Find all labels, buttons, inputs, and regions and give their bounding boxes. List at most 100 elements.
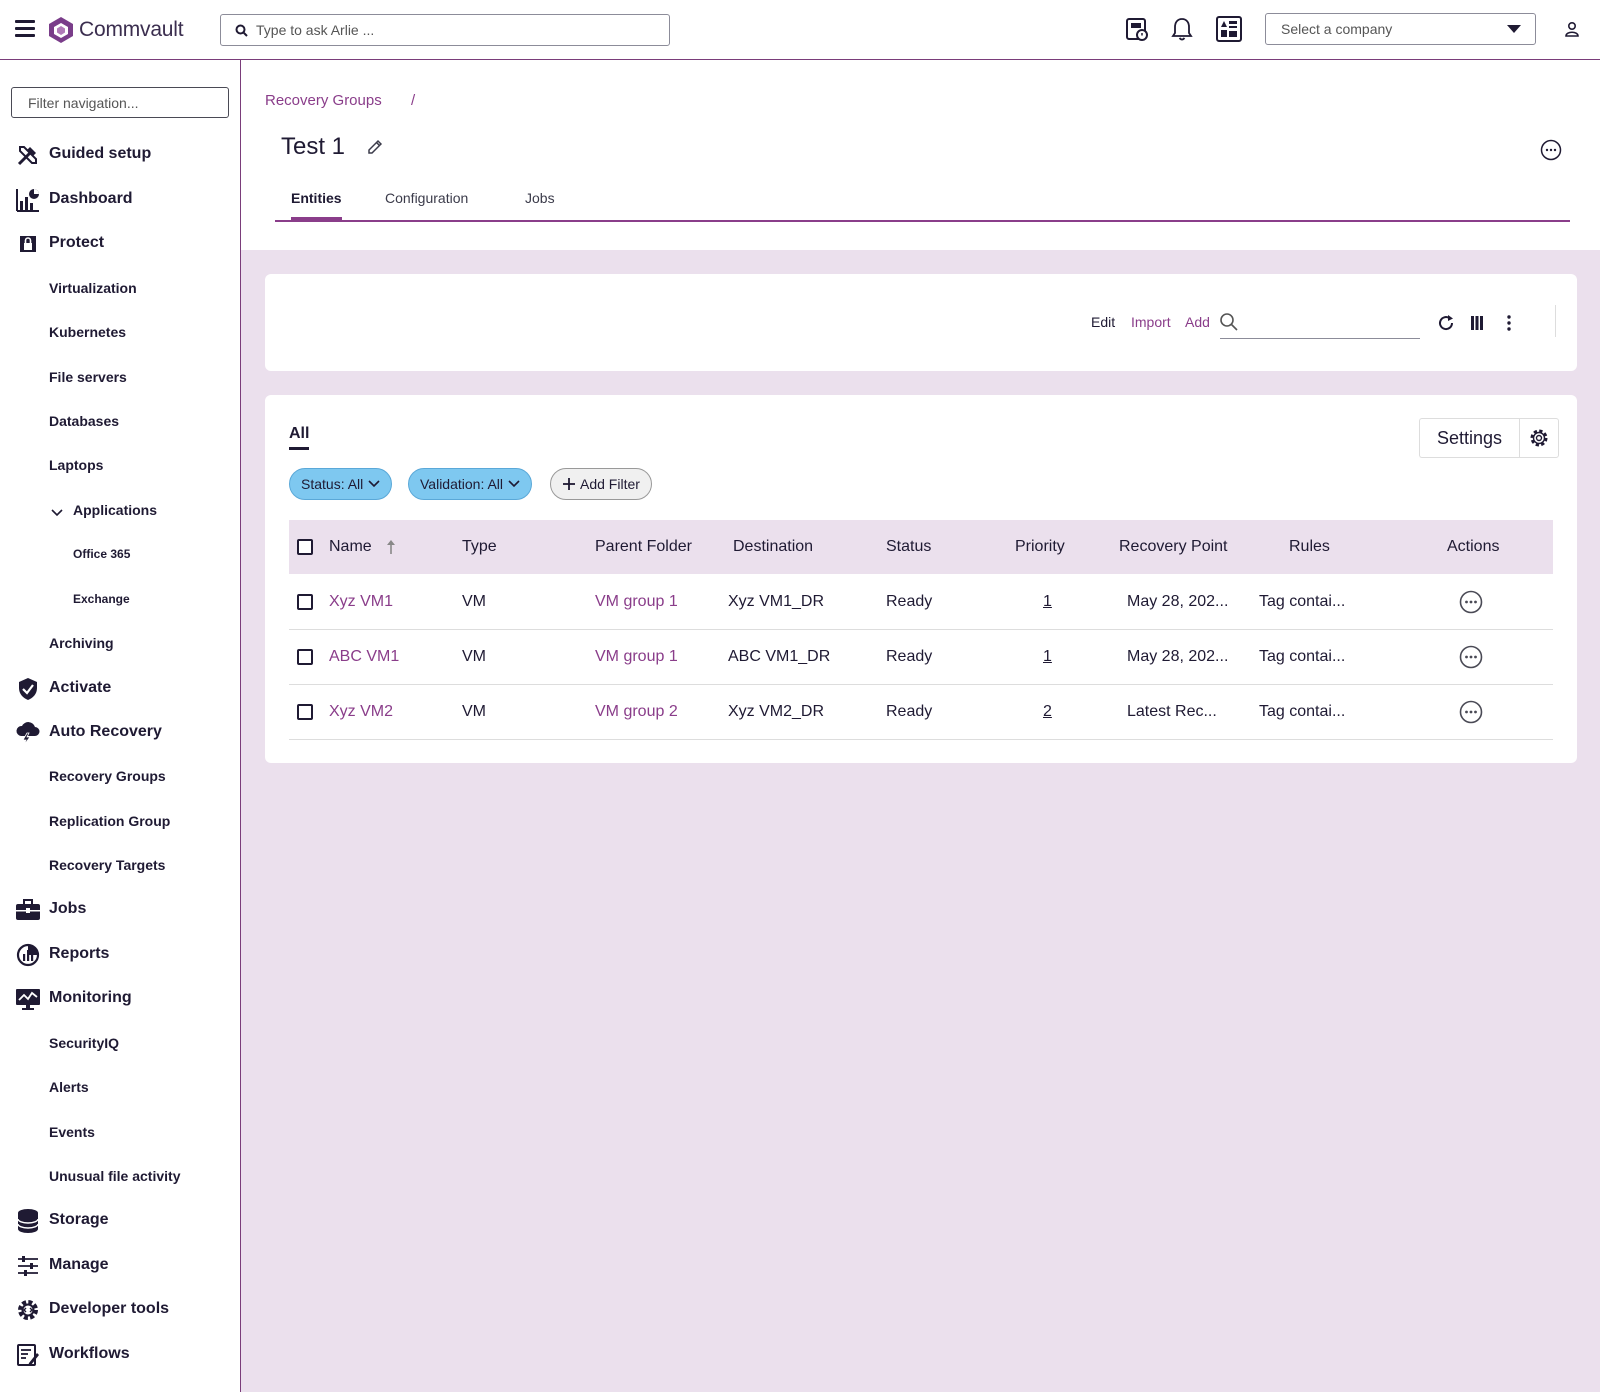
top-bar: Commvault Select a company: [0, 0, 1600, 60]
company-select[interactable]: Select a company: [1265, 13, 1536, 45]
cell-priority[interactable]: 1: [1043, 593, 1052, 610]
more-options-icon[interactable]: [1540, 139, 1562, 166]
view-tab-all[interactable]: All: [289, 425, 310, 450]
filter-navigation-input[interactable]: [11, 87, 229, 118]
add-button[interactable]: Add: [1185, 314, 1210, 330]
add-filter-button[interactable]: Add Filter: [550, 468, 652, 500]
cell-priority[interactable]: 2: [1043, 703, 1052, 720]
nav-file-servers[interactable]: File servers: [0, 362, 240, 392]
column-header-type[interactable]: Type: [462, 538, 497, 555]
nav-jobs[interactable]: Jobs: [0, 894, 240, 924]
edit-button[interactable]: Edit: [1091, 314, 1116, 330]
row-actions-icon[interactable]: [1459, 645, 1483, 674]
tab-entities[interactable]: Entities: [291, 190, 342, 220]
column-header-recovery-point[interactable]: Recovery Point: [1119, 538, 1228, 555]
brand-logo[interactable]: Commvault: [48, 15, 184, 45]
nav-manage[interactable]: Manage: [0, 1250, 240, 1280]
nav-alerts[interactable]: Alerts: [0, 1072, 240, 1102]
nav-protect[interactable]: Protect: [0, 228, 240, 258]
select-all-checkbox[interactable]: [297, 539, 313, 555]
nav-label: Jobs: [49, 900, 87, 917]
nav-workflows[interactable]: Workflows: [0, 1339, 240, 1369]
nav-storage[interactable]: Storage: [0, 1205, 240, 1235]
table-row[interactable]: ABC VM1 VM VM group 1 ABC VM1_DR Ready 1…: [289, 630, 1553, 685]
nav-databases[interactable]: Databases: [0, 406, 240, 436]
column-header-parent-folder[interactable]: Parent Folder: [595, 538, 692, 555]
nav-reports[interactable]: Reports: [0, 939, 240, 969]
cell-parent-folder[interactable]: VM group 1: [595, 648, 678, 665]
nav-laptops[interactable]: Laptops: [0, 450, 240, 480]
cell-name[interactable]: ABC VM1: [329, 648, 400, 665]
import-button[interactable]: Import: [1131, 314, 1171, 330]
nav-guided-setup[interactable]: Guided setup: [0, 139, 240, 169]
table-search-field[interactable]: [1220, 309, 1420, 339]
row-actions-icon[interactable]: [1459, 590, 1483, 619]
nav-recovery-targets[interactable]: Recovery Targets: [0, 850, 240, 880]
column-header-rules[interactable]: Rules: [1289, 538, 1330, 555]
edit-pencil-icon[interactable]: [366, 138, 384, 161]
page-title: Test 1: [281, 133, 346, 160]
cell-recovery-point: May 28, 202...: [1127, 593, 1229, 610]
cell-status: Ready: [886, 648, 933, 665]
ask-arlie-input[interactable]: [256, 22, 656, 38]
nav-events[interactable]: Events: [0, 1117, 240, 1147]
cell-parent-folder[interactable]: VM group 1: [595, 593, 678, 610]
gear-icon[interactable]: [1519, 418, 1559, 458]
status-filter-chip[interactable]: Status: All: [289, 468, 393, 500]
search-icon: [235, 24, 248, 37]
tab-jobs[interactable]: Jobs: [525, 190, 555, 206]
row-actions-icon[interactable]: [1459, 700, 1483, 729]
nav-monitoring[interactable]: Monitoring: [0, 983, 240, 1013]
bell-icon[interactable]: [1168, 14, 1196, 44]
cell-name[interactable]: Xyz VM2: [329, 703, 394, 720]
nav-dashboard[interactable]: Dashboard: [0, 184, 240, 214]
validation-filter-chip[interactable]: Validation: All: [408, 468, 533, 500]
columns-icon[interactable]: [1466, 312, 1488, 334]
nav-applications[interactable]: Applications: [0, 495, 240, 525]
cell-name[interactable]: Xyz VM1: [329, 593, 394, 610]
tab-configuration[interactable]: Configuration: [385, 190, 469, 206]
nav-unusual-file-activity[interactable]: Unusual file activity: [0, 1161, 240, 1191]
dashboard-grid-icon[interactable]: [1215, 14, 1243, 44]
column-header-status[interactable]: Status: [886, 538, 932, 555]
breadcrumb-recovery-groups[interactable]: Recovery Groups: [265, 92, 382, 109]
company-select-value: Select a company: [1281, 21, 1393, 37]
nav-label: Applications: [73, 502, 158, 518]
nav-kubernetes[interactable]: Kubernetes: [0, 317, 240, 347]
monitor-icon: [15, 986, 41, 1012]
column-header-priority[interactable]: Priority: [1015, 538, 1065, 555]
nav-activate[interactable]: Activate: [0, 673, 240, 703]
column-header-name[interactable]: Name: [329, 538, 372, 555]
nav-office-365[interactable]: Office 365: [0, 539, 240, 569]
nav-replication-group[interactable]: Replication Group: [0, 806, 240, 836]
nav-exchange[interactable]: Exchange: [0, 584, 240, 614]
user-icon[interactable]: [1558, 14, 1586, 44]
row-checkbox[interactable]: [297, 649, 313, 665]
sort-ascending-icon[interactable]: [386, 539, 396, 555]
search-icon: [1220, 313, 1238, 331]
workflow-icon: [15, 1342, 41, 1368]
kebab-menu-icon[interactable]: [1498, 312, 1520, 334]
calendar-clock-icon[interactable]: [1123, 14, 1151, 44]
ask-arlie-box[interactable]: [220, 14, 670, 46]
nav-developer-tools[interactable]: Developer tools: [0, 1294, 240, 1324]
row-checkbox[interactable]: [297, 594, 313, 610]
settings-button[interactable]: Settings: [1419, 418, 1519, 458]
cell-type: VM: [462, 593, 486, 610]
column-header-destination[interactable]: Destination: [733, 538, 814, 555]
row-checkbox[interactable]: [297, 704, 313, 720]
nav-archiving[interactable]: Archiving: [0, 628, 240, 658]
table-row[interactable]: Xyz VM2 VM VM group 2 Xyz VM2_DR Ready 2…: [289, 685, 1553, 740]
hamburger-menu-icon[interactable]: [15, 20, 35, 38]
nav-recovery-groups[interactable]: Recovery Groups: [0, 761, 240, 791]
nav-label: Archiving: [49, 635, 114, 651]
cell-parent-folder[interactable]: VM group 2: [595, 703, 678, 720]
cell-priority[interactable]: 1: [1043, 648, 1052, 665]
refresh-icon[interactable]: [1435, 312, 1457, 334]
table-row[interactable]: Xyz VM1 VM VM group 1 Xyz VM1_DR Ready 1…: [289, 575, 1553, 630]
nav-auto-recovery[interactable]: Auto Recovery: [0, 717, 240, 747]
nav-virtualization[interactable]: Virtualization: [0, 273, 240, 303]
chevron-down-icon[interactable]: [51, 504, 63, 522]
chevron-down-icon: [508, 480, 520, 488]
nav-securityiq[interactable]: SecurityIQ: [0, 1028, 240, 1058]
